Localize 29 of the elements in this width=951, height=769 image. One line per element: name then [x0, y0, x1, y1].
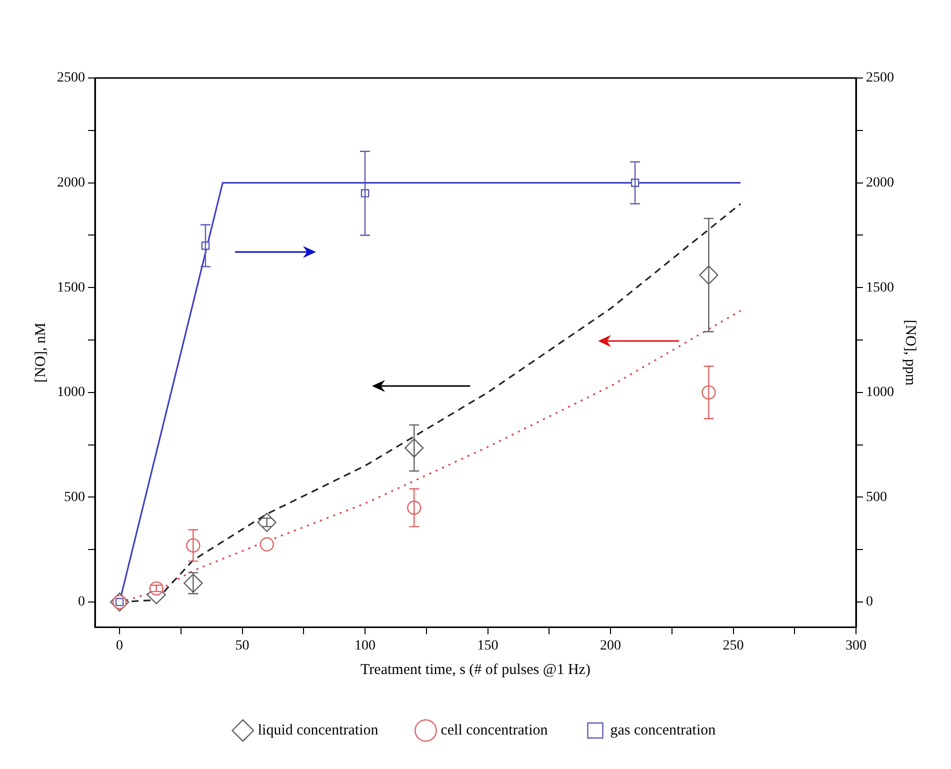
x-tick-label: 150: [477, 638, 498, 654]
y-tick-label: 2500: [57, 70, 85, 86]
x-tick-label: 0: [116, 638, 124, 654]
y2-tick-label: 2500: [866, 70, 894, 86]
y-tick-label: 0: [78, 594, 85, 610]
point: [407, 500, 422, 515]
point: [260, 537, 274, 552]
y2-tick-label: 0: [866, 594, 873, 610]
y2-tick-label: 2000: [866, 175, 894, 190]
legend-label: liquid concentration: [258, 722, 379, 738]
legend-label: gas concentration: [610, 722, 716, 738]
point: [149, 581, 164, 596]
point: [257, 512, 276, 532]
x-axis-title: Treatment time, s (# of pulses @1 Hz): [360, 662, 590, 678]
y-tick-label: 1000: [57, 385, 85, 400]
y2-tick-label: 1500: [866, 280, 894, 296]
y-tick-label: 2000: [57, 175, 85, 190]
y-tick-label: 500: [64, 490, 85, 505]
legend-label: cell concentration: [440, 722, 548, 738]
x-tick-label: 200: [600, 638, 622, 654]
x-tick-label: 250: [722, 638, 744, 654]
y-tick-label: 1500: [57, 280, 85, 296]
y2-axis-title: [NO], ppm: [902, 320, 918, 386]
x-tick-label: 300: [846, 638, 866, 654]
y-axis-title: [NO], nM: [32, 322, 49, 383]
y2-tick-label: 1000: [866, 385, 894, 400]
x-tick-label: 100: [354, 638, 376, 654]
y2-tick-label: 500: [866, 490, 887, 505]
x-tick-label: 50: [235, 638, 250, 654]
